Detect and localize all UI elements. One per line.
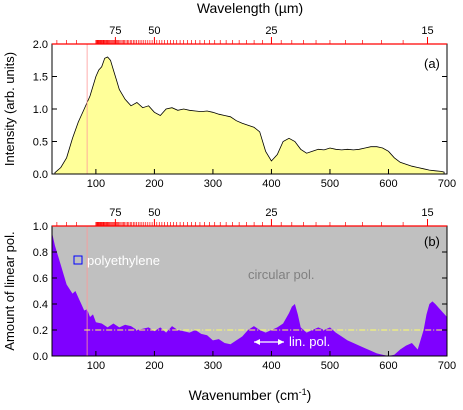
circular-pol-label: circular pol.	[248, 267, 314, 282]
panel-b-top-tick-label: 75	[109, 207, 121, 219]
panel-a-data-area	[54, 56, 445, 175]
panel-b-content	[52, 226, 447, 356]
panel-a-y-tick-label: 1.5	[33, 72, 48, 84]
polyethylene-marker-icon	[73, 255, 83, 265]
panel-a-x-tick-label: 300	[204, 178, 222, 190]
panel-b-y-tick-label: 1.0	[33, 221, 48, 233]
panel-b-y-tick-label: 0.6	[33, 273, 48, 285]
panel-b-data-area	[52, 232, 447, 356]
panel-b-x-tick-label: 700	[438, 360, 456, 372]
panel-b-y-tick-label: 0.8	[33, 247, 48, 259]
panel-a-top-tick-label: 75	[109, 25, 121, 37]
panel-b-x-tick-label: 600	[379, 360, 397, 372]
wavenumber-axis-label-sup: -1	[299, 387, 307, 397]
panel-a-top-tick-label: 15	[421, 25, 433, 37]
panel-b-y-axis-label: Amount of linear pol.	[2, 231, 17, 350]
panel-a-x-tick-label: 100	[87, 178, 105, 190]
panel-a-y-tick-label: 2.0	[33, 39, 48, 51]
panel-b-x-ticks: 100 200 300 400 500 600 700	[87, 351, 456, 372]
panel-b-y-tick-label: 0.4	[33, 299, 48, 311]
panel-a-y-tick-label: 0.5	[33, 137, 48, 149]
panel-b-top-tick-label: 25	[265, 207, 277, 219]
panel-b-y-tick-label: 0.2	[33, 325, 48, 337]
wavelength-axis-label: Wavelength (µm)	[197, 0, 303, 16]
panel-b-chart: (b) Amount of linear pol. 0.00.20.40.60.…	[2, 207, 456, 372]
panel-b-y-ticks: 0.0 0.2 0.4 0.6 0.8 1.0	[33, 221, 447, 363]
wavenumber-axis-label-main: Wavenumber (cm	[189, 387, 299, 403]
panel-b-x-tick-label: 300	[204, 360, 222, 372]
panel-a-y-tick-label: 0.0	[33, 169, 48, 181]
panel-a-x-tick-label: 700	[438, 178, 456, 190]
panel-a-chart: (a) Intensity (arb. units) 0.0 0.5 1.0 1.5 2…	[2, 25, 456, 190]
wavenumber-axis-label: Wavenumber (cm-1)	[189, 387, 312, 403]
panel-a-x-tick-label: 400	[262, 178, 280, 190]
wavenumber-axis-label-end: )	[307, 387, 312, 403]
panel-a-top-axis: 75 50 25 15	[52, 25, 447, 45]
panel-a-x-tick-label: 600	[379, 178, 397, 190]
panel-b-x-tick-label: 400	[262, 360, 280, 372]
panel-b-top-tick-label: 15	[421, 207, 433, 219]
panel-b-x-tick-label: 100	[87, 360, 105, 372]
panel-b-y-tick-label: 0.0	[33, 351, 48, 363]
panel-a-label: (a)	[424, 56, 440, 71]
lin-pol-arrow-left-head	[254, 339, 260, 345]
panel-a-top-tick-label: 25	[265, 25, 277, 37]
lin-pol-annotation: lin. pol.	[254, 334, 330, 349]
panel-a-x-tick-label: 200	[145, 178, 163, 190]
panel-a-content	[54, 44, 445, 175]
panel-b-top-tick-label: 50	[148, 207, 160, 219]
panel-b-top-axis: 75 50 25 15	[52, 207, 447, 227]
lin-pol-label: lin. pol.	[289, 334, 330, 349]
panel-a-y-axis-label: Intensity (arb. units)	[2, 52, 17, 166]
panel-a-x-ticks: 100 200 300 400 500 600 700	[87, 169, 456, 190]
panel-b-x-tick-label: 500	[321, 360, 339, 372]
panel-b-x-tick-label: 200	[145, 360, 163, 372]
panel-a-top-tick-label: 50	[148, 25, 160, 37]
panel-a-y-tick-label: 1.0	[33, 104, 48, 116]
polyethylene-annotation: polyethylene	[73, 253, 160, 268]
polyethylene-label: polyethylene	[87, 253, 160, 268]
lin-pol-arrow-right-head	[278, 339, 284, 345]
panel-b-label: (b)	[424, 234, 440, 249]
panel-a-x-tick-label: 500	[321, 178, 339, 190]
